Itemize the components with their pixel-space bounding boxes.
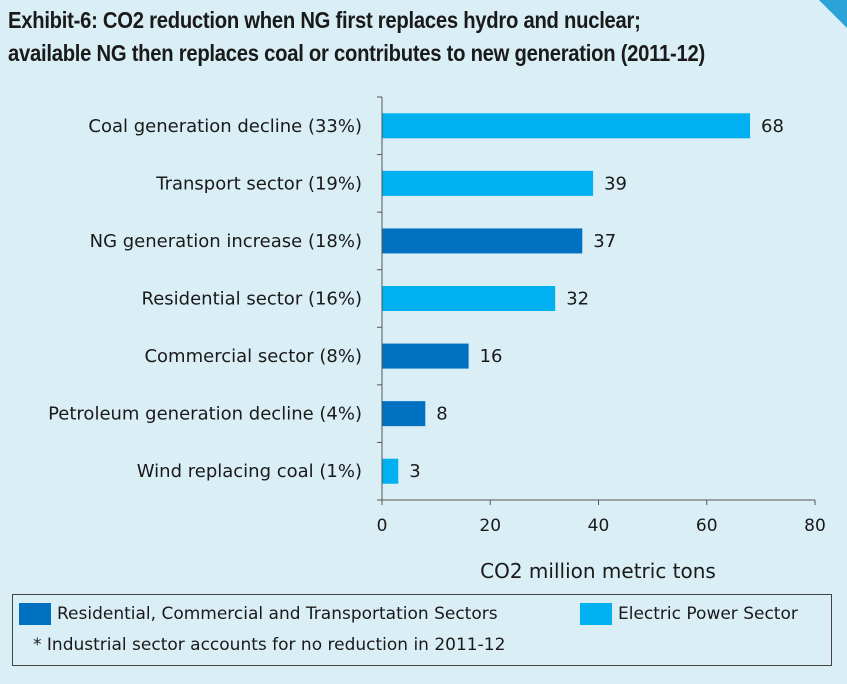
data-label: 39	[604, 173, 627, 194]
bar	[382, 401, 426, 427]
legend: Residential, Commercial and Transportati…	[12, 594, 832, 666]
corner-accent-icon	[819, 0, 847, 28]
legend-swatch	[580, 603, 612, 625]
category-label: Transport sector (19%)	[155, 173, 362, 194]
x-axis-title: CO2 million metric tons	[480, 559, 716, 583]
x-tick-label: 0	[377, 516, 388, 536]
bar	[382, 170, 594, 196]
bar	[382, 286, 556, 311]
x-tick-label: 40	[588, 516, 610, 536]
x-tick-label: 60	[696, 516, 718, 536]
x-tick-label: 20	[479, 516, 501, 536]
data-label: 8	[436, 404, 447, 425]
legend-swatch	[19, 603, 51, 625]
category-label: Commercial sector (8%)	[144, 346, 362, 367]
bar	[382, 458, 399, 484]
chart-title-line-1: Exhibit-6: CO2 reduction when NG first r…	[8, 7, 641, 33]
legend-label: Electric Power Sector	[618, 604, 798, 624]
data-label: 68	[761, 116, 784, 137]
chart-title-line-2: available NG then replaces coal or contr…	[8, 40, 705, 66]
category-label: Petroleum generation decline (4%)	[48, 404, 362, 425]
data-label: 3	[409, 461, 420, 482]
category-label: Coal generation decline (33%)	[88, 116, 362, 137]
bar	[382, 113, 751, 139]
legend-note: * Industrial sector accounts for no redu…	[33, 635, 506, 655]
bar-chart: Coal generation decline (33%) 68 Transport…	[48, 96, 826, 583]
legend-item-electric-power: Electric Power Sector	[580, 603, 798, 625]
data-label: 37	[593, 231, 616, 252]
category-label: Residential sector (16%)	[142, 289, 362, 310]
x-tick-label: 80	[804, 516, 826, 536]
category-label: NG generation increase (18%)	[90, 231, 362, 252]
bar	[382, 228, 583, 254]
data-label: 16	[480, 346, 503, 367]
bar	[382, 343, 469, 369]
legend-item-residential-commercial-transportation: Residential, Commercial and Transportati…	[19, 603, 498, 625]
category-label: Wind replacing coal (1%)	[137, 461, 362, 482]
data-label: 32	[566, 289, 589, 310]
legend-label: Residential, Commercial and Transportati…	[57, 604, 498, 624]
